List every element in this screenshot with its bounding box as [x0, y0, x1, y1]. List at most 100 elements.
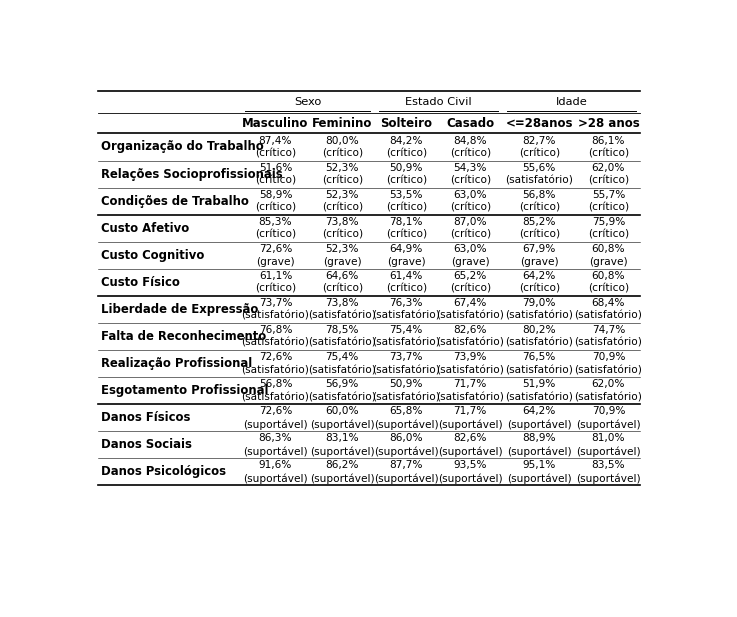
Text: 60,8%
(crítico): 60,8% (crítico)	[588, 271, 629, 294]
Text: 84,8%
(crítico): 84,8% (crítico)	[450, 136, 491, 159]
Text: 75,4%
(satisfatório): 75,4% (satisfatório)	[372, 325, 440, 348]
Text: Relações Socioprofissionais: Relações Socioprofissionais	[101, 168, 283, 181]
Text: 60,0%
(suportável): 60,0% (suportável)	[310, 406, 374, 429]
Text: 52,3%
(crítico): 52,3% (crítico)	[322, 163, 363, 186]
Text: 76,8%
(satisfatório): 76,8% (satisfatório)	[242, 325, 310, 348]
Text: 83,1%
(suportável): 83,1% (suportável)	[310, 433, 374, 457]
Text: 61,1%
(crítico): 61,1% (crítico)	[255, 271, 296, 294]
Text: 72,6%
(grave): 72,6% (grave)	[256, 244, 295, 267]
Text: 61,4%
(crítico): 61,4% (crítico)	[385, 271, 427, 294]
Text: 67,9%
(grave): 67,9% (grave)	[520, 244, 559, 267]
Text: 71,7%
(suportável): 71,7% (suportável)	[438, 406, 503, 429]
Text: 72,6%
(suportável): 72,6% (suportável)	[243, 406, 308, 429]
Text: 50,9%
(satisfatório): 50,9% (satisfatório)	[372, 379, 440, 402]
Text: Feminino: Feminino	[312, 117, 372, 130]
Text: Condições de Trabalho: Condições de Trabalho	[101, 194, 249, 208]
Text: 55,7%
(crítico): 55,7% (crítico)	[588, 189, 629, 212]
Text: 64,6%
(crítico): 64,6% (crítico)	[322, 271, 363, 294]
Text: Danos Psicológicos: Danos Psicológicos	[101, 465, 226, 478]
Text: Solteiro: Solteiro	[380, 117, 433, 130]
Text: 53,5%
(crítico): 53,5% (crítico)	[385, 189, 427, 212]
Text: Casado: Casado	[446, 117, 495, 130]
Text: 75,9%
(crítico): 75,9% (crítico)	[588, 217, 629, 239]
Text: 93,5%
(suportável): 93,5% (suportável)	[438, 460, 503, 484]
Text: 75,4%
(satisfatório): 75,4% (satisfatório)	[308, 352, 376, 375]
Text: 52,3%
(grave): 52,3% (grave)	[323, 244, 362, 267]
Text: 68,4%
(satisfatório): 68,4% (satisfatório)	[575, 298, 643, 321]
Text: 78,1%
(crítico): 78,1% (crítico)	[385, 217, 427, 239]
Text: Danos Físicos: Danos Físicos	[101, 412, 191, 424]
Text: 91,6%
(suportável): 91,6% (suportável)	[243, 460, 308, 484]
Text: 67,4%
(satisfatório): 67,4% (satisfatório)	[436, 298, 504, 321]
Text: 87,4%
(crítico): 87,4% (crítico)	[255, 136, 296, 159]
Text: 85,3%
(crítico): 85,3% (crítico)	[255, 217, 296, 239]
Text: 82,6%
(suportável): 82,6% (suportável)	[438, 433, 503, 457]
Text: Organização do Trabalho: Organização do Trabalho	[101, 141, 264, 154]
Text: Realização Profissional: Realização Profissional	[101, 357, 253, 370]
Text: 78,5%
(satisfatório): 78,5% (satisfatório)	[308, 325, 376, 348]
Text: Falta de Reconhecimento: Falta de Reconhecimento	[101, 330, 267, 343]
Text: 86,2%
(suportável): 86,2% (suportável)	[310, 460, 374, 484]
Text: 86,1%
(crítico): 86,1% (crítico)	[588, 136, 629, 159]
Text: Custo Físico: Custo Físico	[101, 276, 180, 289]
Text: 70,9%
(suportável): 70,9% (suportável)	[576, 406, 640, 429]
Text: 55,6%
(satisfatório): 55,6% (satisfatório)	[506, 163, 573, 186]
Text: 83,5%
(suportável): 83,5% (suportável)	[576, 460, 640, 484]
Text: 80,0%
(crítico): 80,0% (crítico)	[322, 136, 363, 159]
Text: 82,7%
(crítico): 82,7% (crítico)	[519, 136, 560, 159]
Text: 79,0%
(satisfatório): 79,0% (satisfatório)	[506, 298, 573, 321]
Text: Estado Civil: Estado Civil	[405, 97, 472, 107]
Text: Liberdade de Expressão: Liberdade de Expressão	[101, 303, 259, 316]
Text: 58,9%
(crítico): 58,9% (crítico)	[255, 189, 296, 212]
Text: 86,3%
(suportável): 86,3% (suportável)	[243, 433, 308, 457]
Text: 73,7%
(satisfatório): 73,7% (satisfatório)	[372, 352, 440, 375]
Text: 70,9%
(satisfatório): 70,9% (satisfatório)	[575, 352, 643, 375]
Text: Idade: Idade	[556, 97, 587, 107]
Text: Masculino: Masculino	[242, 117, 309, 130]
Text: 50,9%
(crítico): 50,9% (crítico)	[385, 163, 427, 186]
Text: 84,2%
(crítico): 84,2% (crítico)	[385, 136, 427, 159]
Text: Esgotamento Profissional: Esgotamento Profissional	[101, 384, 269, 397]
Text: 56,9%
(satisfatório): 56,9% (satisfatório)	[308, 379, 376, 402]
Text: Custo Afetivo: Custo Afetivo	[101, 222, 189, 234]
Text: 73,7%
(satisfatório): 73,7% (satisfatório)	[242, 298, 310, 321]
Text: 51,6%
(crítico): 51,6% (crítico)	[255, 163, 296, 186]
Text: 95,1%
(suportável): 95,1% (suportável)	[507, 460, 572, 484]
Text: 87,0%
(crítico): 87,0% (crítico)	[450, 217, 491, 239]
Text: 86,0%
(suportável): 86,0% (suportável)	[374, 433, 439, 457]
Text: 76,5%
(satisfatório): 76,5% (satisfatório)	[506, 352, 573, 375]
Text: 81,0%
(suportável): 81,0% (suportável)	[576, 433, 640, 457]
Text: 87,7%
(suportável): 87,7% (suportável)	[374, 460, 439, 484]
Text: 64,9%
(grave): 64,9% (grave)	[387, 244, 425, 267]
Text: 63,0%
(grave): 63,0% (grave)	[451, 244, 489, 267]
Text: 73,8%
(crítico): 73,8% (crítico)	[322, 217, 363, 239]
Text: 71,7%
(satisfatório): 71,7% (satisfatório)	[436, 379, 504, 402]
Text: Danos Sociais: Danos Sociais	[101, 438, 192, 452]
Text: 65,2%
(crítico): 65,2% (crítico)	[450, 271, 491, 294]
Text: 56,8%
(satisfatório): 56,8% (satisfatório)	[242, 379, 310, 402]
Text: 85,2%
(crítico): 85,2% (crítico)	[519, 217, 560, 239]
Text: >28 anos: >28 anos	[578, 117, 639, 130]
Text: 63,0%
(crítico): 63,0% (crítico)	[450, 189, 491, 212]
Text: 51,9%
(satisfatório): 51,9% (satisfatório)	[506, 379, 573, 402]
Text: 60,8%
(grave): 60,8% (grave)	[589, 244, 628, 267]
Text: 64,2%
(crítico): 64,2% (crítico)	[519, 271, 560, 294]
Text: <=28anos: <=28anos	[506, 117, 573, 130]
Text: 52,3%
(crítico): 52,3% (crítico)	[322, 189, 363, 212]
Text: Custo Cognitivo: Custo Cognitivo	[101, 249, 205, 262]
Text: 62,0%
(crítico): 62,0% (crítico)	[588, 163, 629, 186]
Text: 80,2%
(satisfatório): 80,2% (satisfatório)	[506, 325, 573, 348]
Text: 76,3%
(satisfatório): 76,3% (satisfatório)	[372, 298, 440, 321]
Text: 73,9%
(satisfatório): 73,9% (satisfatório)	[436, 352, 504, 375]
Text: 74,7%
(satisfatório): 74,7% (satisfatório)	[575, 325, 643, 348]
Text: Sexo: Sexo	[294, 97, 321, 107]
Text: 64,2%
(suportável): 64,2% (suportável)	[507, 406, 572, 429]
Text: 88,9%
(suportável): 88,9% (suportável)	[507, 433, 572, 457]
Text: 56,8%
(crítico): 56,8% (crítico)	[519, 189, 560, 212]
Text: 72,6%
(satisfatório): 72,6% (satisfatório)	[242, 352, 310, 375]
Text: 54,3%
(crítico): 54,3% (crítico)	[450, 163, 491, 186]
Text: 82,6%
(satisfatório): 82,6% (satisfatório)	[436, 325, 504, 348]
Text: 65,8%
(suportável): 65,8% (suportável)	[374, 406, 439, 429]
Text: 62,0%
(satisfatório): 62,0% (satisfatório)	[575, 379, 643, 402]
Text: 73,8%
(satisfatório): 73,8% (satisfatório)	[308, 298, 376, 321]
